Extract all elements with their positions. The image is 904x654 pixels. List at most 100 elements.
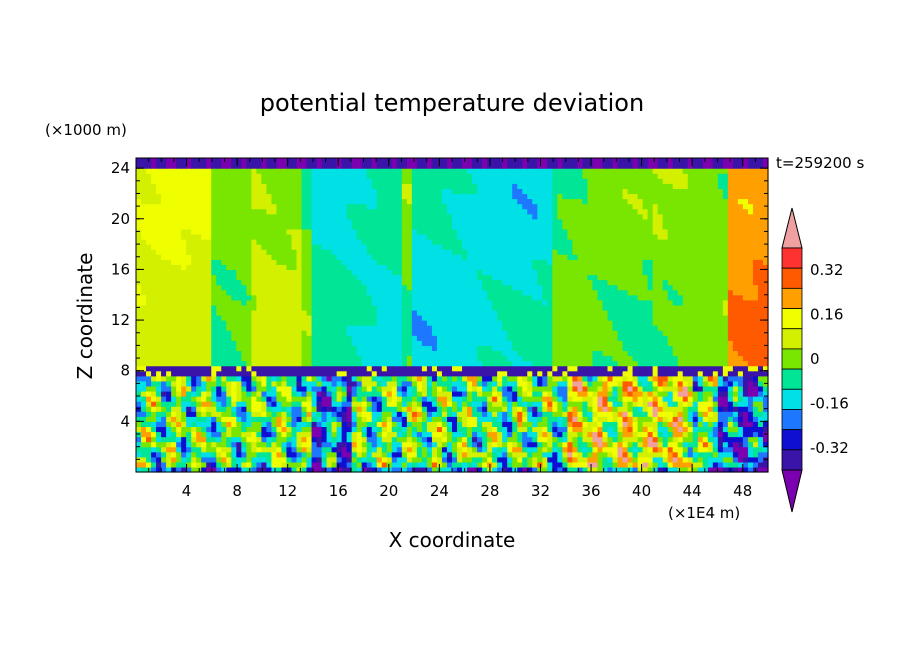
heatmap-cell xyxy=(281,269,288,276)
heatmap-cell xyxy=(201,370,207,377)
heatmap-cell xyxy=(482,269,488,276)
heatmap-cell xyxy=(462,401,468,407)
heatmap-cell xyxy=(532,299,538,306)
heatmap-cell xyxy=(507,441,513,448)
heatmap-cell xyxy=(712,315,719,321)
heatmap-cell xyxy=(401,375,408,382)
heatmap-cell xyxy=(386,390,393,397)
heatmap-cell xyxy=(441,330,448,336)
heatmap-cell xyxy=(637,461,644,468)
heatmap-cell xyxy=(396,355,403,362)
heatmap-cell xyxy=(316,385,323,392)
heatmap-cell xyxy=(472,350,478,357)
heatmap-cell xyxy=(186,279,192,286)
heatmap-cell xyxy=(401,451,408,458)
heatmap-cell xyxy=(472,441,478,448)
heatmap-cell xyxy=(732,416,739,422)
heatmap-cell xyxy=(426,441,433,448)
heatmap-cell xyxy=(572,345,578,352)
heatmap-cell xyxy=(647,320,654,326)
heatmap-cell xyxy=(567,416,573,422)
heatmap-cell xyxy=(572,390,578,397)
heatmap-cell xyxy=(472,411,478,417)
heatmap-cell xyxy=(727,456,734,463)
heatmap-cell xyxy=(527,340,533,346)
heatmap-cell xyxy=(517,274,523,281)
heatmap-cell xyxy=(697,345,704,352)
heatmap-cell xyxy=(647,406,654,412)
heatmap-cell xyxy=(732,355,739,362)
heatmap-cell xyxy=(326,396,333,402)
heatmap-cell xyxy=(196,355,202,362)
heatmap-cell xyxy=(602,315,609,321)
heatmap-cell xyxy=(136,451,142,458)
heatmap-cell xyxy=(562,396,568,402)
heatmap-cell xyxy=(191,416,197,422)
heatmap-cell xyxy=(607,385,614,392)
heatmap-cell xyxy=(652,320,659,326)
heatmap-cell xyxy=(567,304,573,311)
heatmap-cell xyxy=(341,380,348,387)
heatmap-cell xyxy=(361,426,368,433)
heatmap-cell xyxy=(617,431,624,438)
heatmap-cell xyxy=(457,294,463,301)
heatmap-cell xyxy=(762,335,769,341)
heatmap-cell xyxy=(712,294,719,301)
heatmap-cell xyxy=(436,350,443,357)
heatmap-cell xyxy=(361,401,368,407)
heatmap-cell xyxy=(386,441,393,448)
heatmap-cell xyxy=(587,309,594,316)
heatmap-cell xyxy=(607,421,614,428)
heatmap-cell xyxy=(166,390,172,397)
heatmap-cell xyxy=(436,360,443,367)
heatmap-cell xyxy=(276,390,283,397)
heatmap-cell xyxy=(316,441,323,448)
heatmap-cell xyxy=(517,431,523,438)
heatmap-cell xyxy=(186,355,192,362)
heatmap-cell xyxy=(226,325,232,331)
heatmap-cell xyxy=(231,436,237,443)
heatmap-cell xyxy=(256,416,262,422)
heatmap-cell xyxy=(532,335,538,341)
heatmap-cell xyxy=(221,390,227,397)
heatmap-cell xyxy=(762,426,769,433)
heatmap-cell xyxy=(316,380,323,387)
heatmap-cell xyxy=(492,320,498,326)
heatmap-cell xyxy=(371,446,378,453)
heatmap-cell xyxy=(396,456,403,463)
heatmap-cell xyxy=(306,390,313,397)
heatmap-cell xyxy=(637,274,644,281)
heatmap-cell xyxy=(502,299,508,306)
heatmap-cell xyxy=(622,325,629,331)
heatmap-cell xyxy=(371,385,378,392)
heatmap-cell xyxy=(321,390,328,397)
heatmap-cell xyxy=(231,426,237,433)
heatmap-cell xyxy=(251,401,257,407)
heatmap-cell xyxy=(281,365,288,372)
heatmap-cell xyxy=(667,320,674,326)
heatmap-cell xyxy=(361,289,368,296)
heatmap-cell xyxy=(662,375,669,382)
heatmap-cell xyxy=(241,380,247,387)
heatmap-cell xyxy=(697,396,704,402)
heatmap-cell xyxy=(532,350,538,357)
heatmap-cell xyxy=(161,284,167,291)
heatmap-cell xyxy=(326,426,333,433)
heatmap-cell xyxy=(737,355,744,362)
heatmap-cell xyxy=(467,401,473,407)
heatmap-cell xyxy=(602,284,609,291)
heatmap-cell xyxy=(386,330,393,336)
heatmap-cell xyxy=(141,431,147,438)
heatmap-cell xyxy=(356,309,363,316)
heatmap-cell xyxy=(206,289,212,296)
heatmap-cell xyxy=(712,461,719,468)
heatmap-cell xyxy=(271,289,278,296)
heatmap-cell xyxy=(487,401,493,407)
heatmap-cell xyxy=(747,396,754,402)
heatmap-cell xyxy=(592,350,599,357)
heatmap-cell xyxy=(191,269,197,276)
heatmap-cell xyxy=(296,451,303,458)
heatmap-cell xyxy=(141,436,147,443)
heatmap-cell xyxy=(502,279,508,286)
heatmap-cell xyxy=(597,380,604,387)
